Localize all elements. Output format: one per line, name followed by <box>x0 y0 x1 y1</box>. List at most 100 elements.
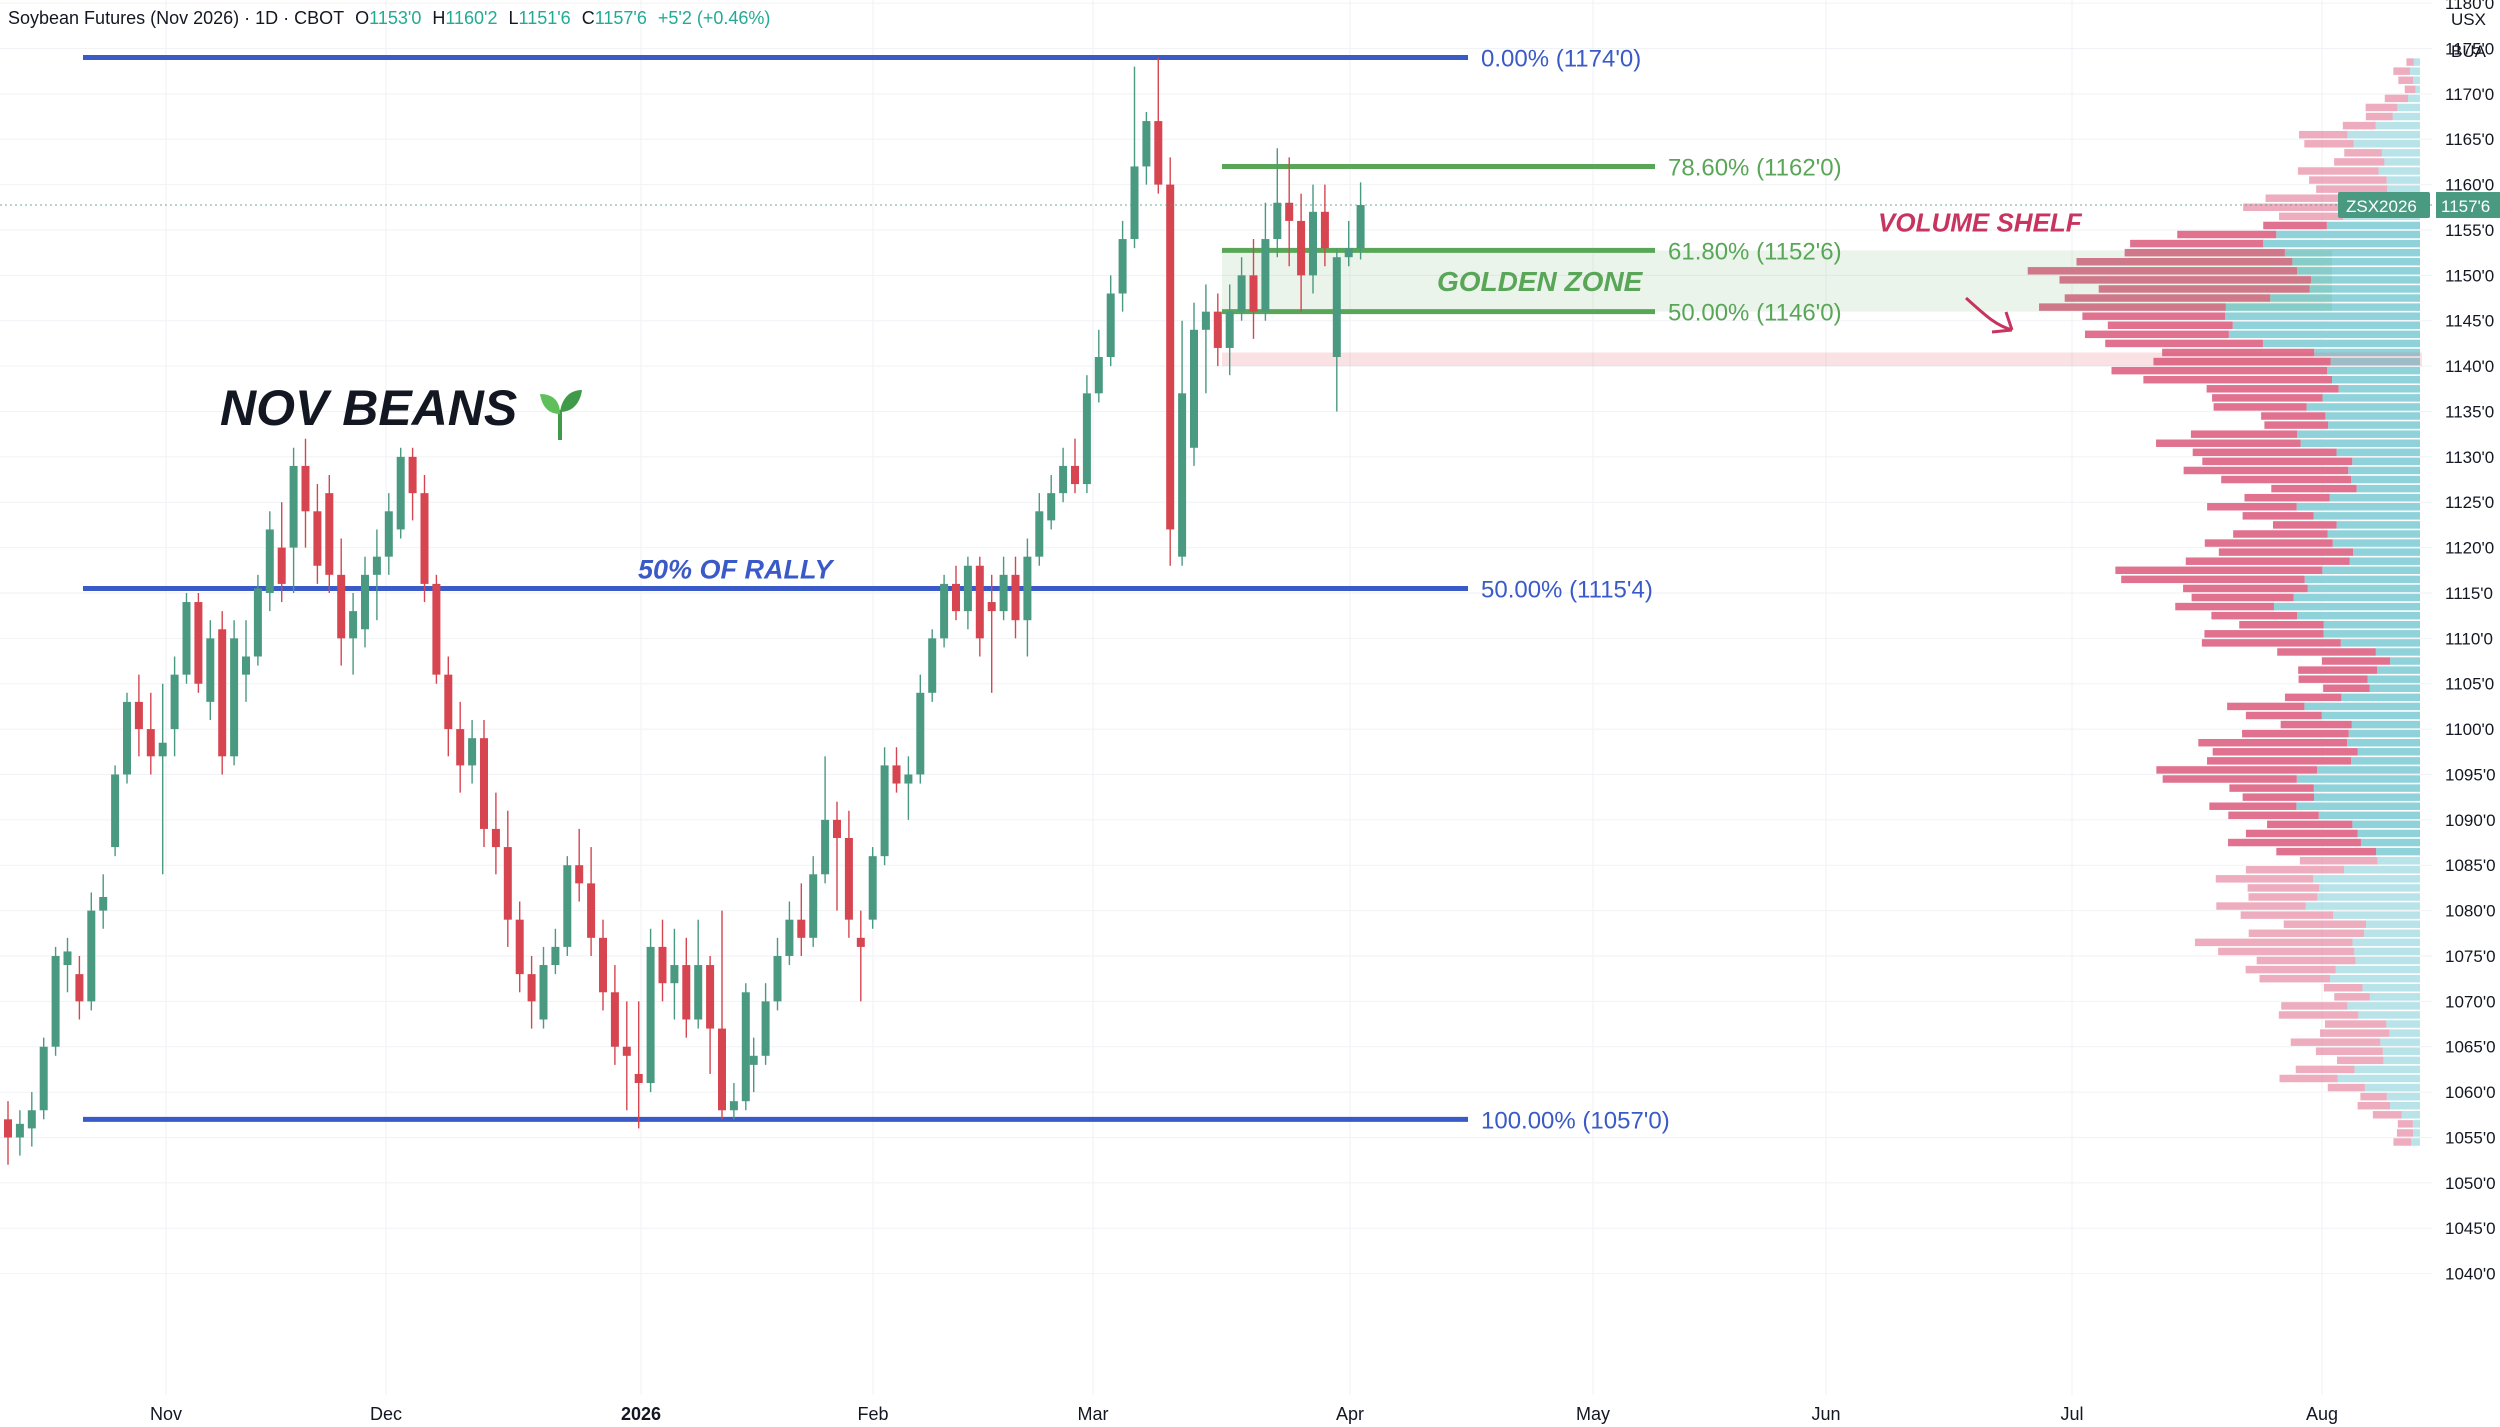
profile-row-up <box>2332 539 2420 547</box>
profile-row-up <box>2319 884 2420 892</box>
profile-row-down <box>2194 938 2353 947</box>
profile-row-down <box>2404 85 2416 94</box>
profile-row-up <box>2348 729 2420 738</box>
profile-row-up <box>2317 766 2420 774</box>
profile-row-up <box>2327 530 2420 538</box>
profile-row-up <box>2347 130 2420 139</box>
candle-body <box>622 1046 631 1056</box>
profile-row-down <box>2228 838 2361 847</box>
candle-body <box>761 1001 770 1056</box>
candle-body <box>87 910 96 1002</box>
profile-row-up <box>2330 974 2420 983</box>
profile-row-down <box>2323 684 2370 692</box>
profile-row-down <box>2299 856 2378 865</box>
candle-body <box>456 729 465 766</box>
profile-row-down <box>2204 539 2333 547</box>
profile-row-up <box>2376 847 2420 856</box>
symbol-header[interactable]: Soybean Futures (Nov 2026) · 1D · CBOT O… <box>8 8 776 29</box>
y-tick-label: 1040'0 <box>2445 1265 2496 1284</box>
profile-row-up <box>2343 866 2420 874</box>
candle-body <box>1332 257 1341 358</box>
candle-body <box>206 638 215 702</box>
profile-row-up <box>2351 720 2420 729</box>
profile-row-up <box>2360 838 2420 847</box>
profile-row-down <box>2248 893 2318 901</box>
profile-row-up <box>2232 321 2420 329</box>
profile-row-down <box>2325 1020 2387 1028</box>
profile-row-down <box>2320 1029 2390 1037</box>
profile-row-up <box>2323 621 2420 629</box>
profile-row-up <box>2313 793 2420 801</box>
unit-code: BUA <box>2451 42 2486 61</box>
profile-row-down <box>2039 303 2226 311</box>
profile-row-up <box>2386 176 2420 184</box>
candle-body <box>1344 248 1353 258</box>
profile-row-down <box>2337 1056 2384 1065</box>
profile-row-up <box>2330 357 2420 366</box>
profile-row-up <box>2296 802 2420 810</box>
profile-row-up <box>2336 448 2420 457</box>
y-tick-label: 1095'0 <box>2445 765 2496 784</box>
profile-row-up <box>2380 1038 2420 1046</box>
candle-body <box>1297 220 1306 276</box>
candle-body <box>1071 465 1079 485</box>
candle-body <box>928 638 937 693</box>
profile-row-down <box>2156 766 2318 774</box>
profile-row-up <box>2313 784 2420 792</box>
x-tick-label: Aug <box>2306 1404 2338 1424</box>
candle-body <box>1035 511 1044 557</box>
profile-row-down <box>2316 185 2388 193</box>
profile-row-down <box>2064 294 2271 302</box>
profile-row-up <box>2413 76 2420 84</box>
profile-row-down <box>2192 448 2337 457</box>
candle-body <box>27 1110 36 1129</box>
candle-body <box>1309 211 1317 276</box>
profile-row-up <box>2304 575 2420 584</box>
ohlc-close: C1157'6 <box>581 8 647 28</box>
profile-row-up <box>2273 602 2420 611</box>
profile-row-up <box>2270 294 2420 302</box>
profile-row-up <box>2413 1129 2420 1137</box>
profile-row-down <box>2221 475 2352 484</box>
profile-row-down <box>2245 965 2336 974</box>
candle-body <box>170 674 179 730</box>
profile-row-up <box>2375 648 2420 656</box>
candle-body <box>491 828 500 848</box>
y-tick-label: 1130'0 <box>2445 448 2494 467</box>
y-tick-label: 1070'0 <box>2445 992 2496 1011</box>
profile-row-up <box>2338 385 2420 393</box>
profile-row-up <box>2401 1111 2420 1119</box>
candle-body <box>289 465 298 548</box>
profile-row-down <box>2247 884 2320 892</box>
candle-body <box>1023 556 1032 621</box>
profile-row-up <box>2321 711 2420 720</box>
profile-row-up <box>2317 893 2420 901</box>
profile-row-up <box>2375 121 2420 130</box>
profile-row-down <box>2244 493 2330 502</box>
fib-label: 50.00% (1146'0) <box>1668 300 1842 327</box>
profile-row-up <box>2292 258 2420 266</box>
profile-row-down <box>2279 1074 2338 1083</box>
profile-row-down <box>2084 330 2229 339</box>
candle-body <box>1225 311 1234 348</box>
candle-body <box>420 493 429 584</box>
profile-row-up <box>2263 239 2420 248</box>
ohlc-open: O1153'0 <box>355 8 422 28</box>
candle-body <box>15 1123 24 1138</box>
y-tick-label: 1155'0 <box>2445 221 2494 240</box>
profile-row-up <box>2293 593 2420 602</box>
profile-row-down <box>2201 639 2341 647</box>
profile-row-up <box>2348 466 2420 475</box>
candle-body <box>242 656 250 675</box>
currency-unit[interactable]: USX BUA <box>2451 10 2486 74</box>
ohlc-low: L1151'6 <box>508 8 571 28</box>
candle-body <box>987 602 996 612</box>
candle-body <box>718 1028 726 1111</box>
candle-body <box>313 511 322 566</box>
profile-row-down <box>2207 757 2352 765</box>
profile-row-down <box>2209 802 2297 810</box>
profile-row-down <box>2242 793 2314 801</box>
candle-body <box>432 583 441 675</box>
profile-row-down <box>2228 811 2319 820</box>
